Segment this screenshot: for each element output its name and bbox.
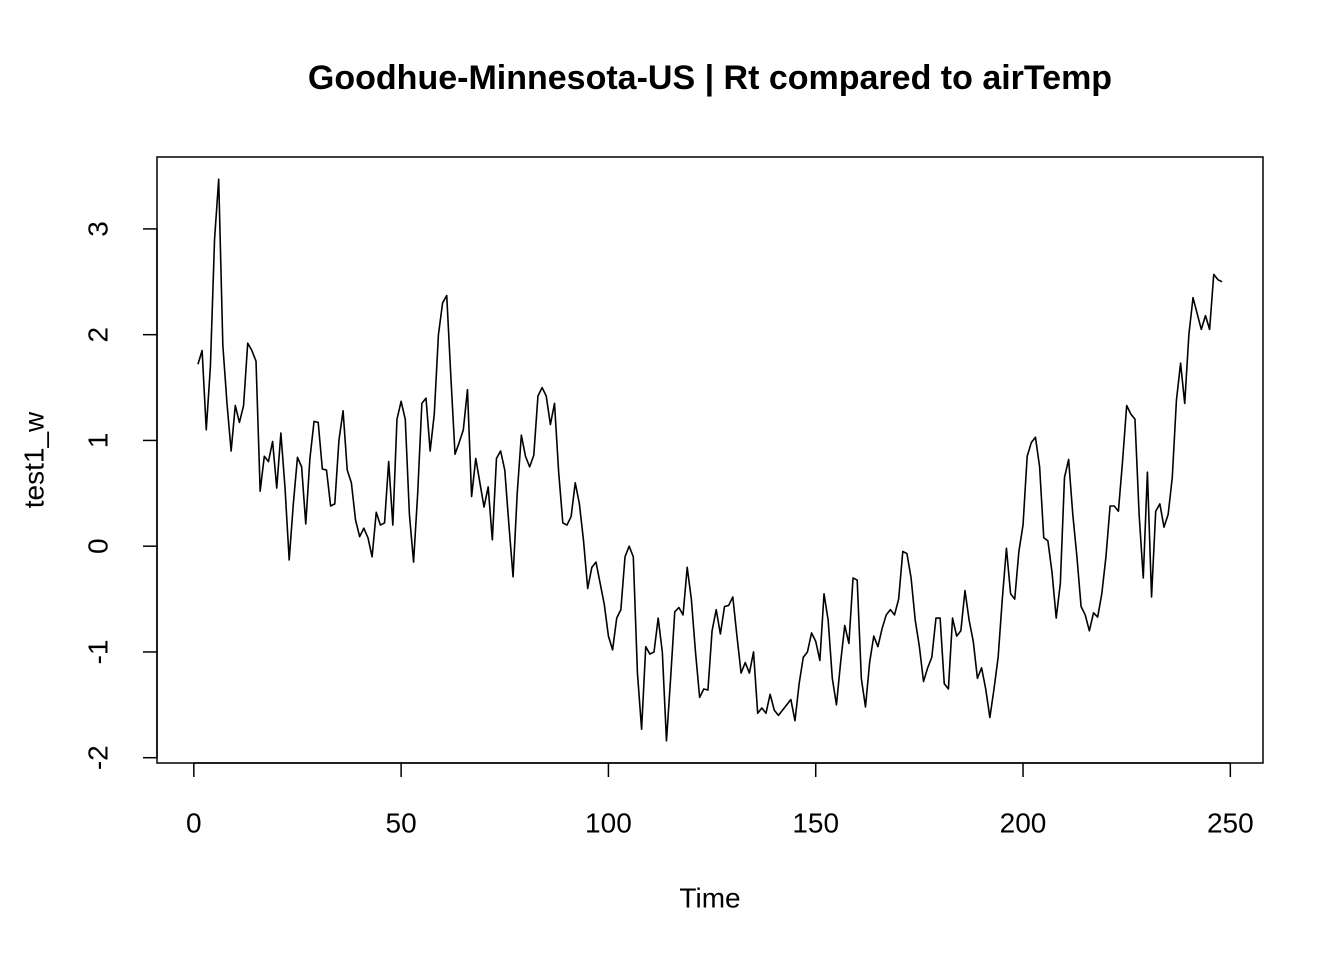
- x-tick-label: 150: [792, 807, 839, 838]
- y-tick-label: -1: [82, 639, 113, 664]
- data-line: [197, 178, 1223, 742]
- y-tick-label: 0: [82, 538, 113, 554]
- y-tick-label: 2: [82, 327, 113, 343]
- y-tick-label: 3: [82, 221, 113, 237]
- x-tick-label: 200: [1000, 807, 1047, 838]
- x-axis-label: Time: [679, 882, 740, 913]
- x-tick-label: 100: [585, 807, 632, 838]
- x-tick-label: 250: [1207, 807, 1254, 838]
- y-tick-label: 1: [82, 433, 113, 449]
- x-tick-label: 0: [186, 807, 202, 838]
- y-tick-label: -2: [82, 745, 113, 770]
- chart-title: Goodhue-Minnesota-US | Rt compared to ai…: [308, 59, 1112, 97]
- y-axis-label: test1_w: [18, 411, 49, 508]
- x-tick-label: 50: [386, 807, 417, 838]
